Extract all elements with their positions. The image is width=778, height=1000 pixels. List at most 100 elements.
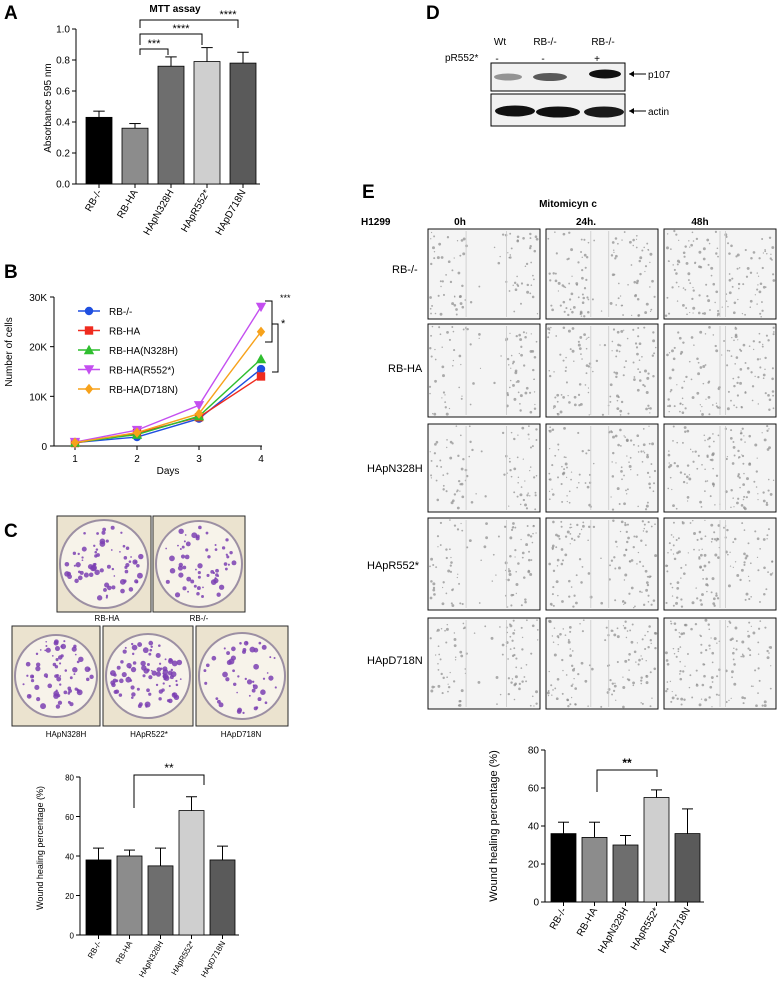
cell-speck xyxy=(702,382,705,385)
point-rbhad718n xyxy=(132,427,142,438)
cell-speck xyxy=(565,456,567,459)
colony xyxy=(205,548,209,552)
cell-speck xyxy=(769,573,773,576)
cell-speck xyxy=(645,674,649,678)
cell-speck xyxy=(739,486,741,489)
cell-speck xyxy=(455,425,458,427)
colony xyxy=(165,547,167,550)
cell-speck xyxy=(510,528,514,531)
cell-speck xyxy=(730,429,733,432)
cell-speck xyxy=(766,656,770,660)
cell-speck xyxy=(560,394,563,396)
cell-speck xyxy=(526,494,529,497)
cell-speck xyxy=(684,288,687,291)
cell-speck xyxy=(772,273,775,276)
cell-speck xyxy=(675,655,678,658)
cell-speck xyxy=(548,374,552,378)
cell-speck xyxy=(634,605,636,608)
cell-speck xyxy=(611,340,614,343)
cell-speck xyxy=(632,546,635,549)
cell-speck xyxy=(676,259,680,263)
cell-speck xyxy=(614,257,617,260)
cell-speck xyxy=(701,312,704,315)
colony xyxy=(164,675,170,681)
cell-speck xyxy=(451,364,454,367)
cell-speck xyxy=(468,539,472,543)
cell-speck xyxy=(442,488,445,491)
cell-speck xyxy=(477,680,481,684)
cell-speck xyxy=(668,542,671,545)
cell-speck xyxy=(632,681,635,685)
colony xyxy=(144,701,151,708)
cell-speck xyxy=(715,693,718,696)
cell-speck xyxy=(608,578,611,581)
cell-speck xyxy=(649,705,652,708)
cell-speck xyxy=(752,348,755,351)
colony xyxy=(63,690,68,695)
series-line-rbhar552 xyxy=(74,306,262,443)
cell-speck xyxy=(696,597,699,600)
cell-speck xyxy=(516,239,519,242)
cell-speck xyxy=(680,632,684,636)
cell-speck xyxy=(734,561,737,563)
colony xyxy=(94,554,98,558)
cell-speck xyxy=(536,639,539,641)
cell-speck xyxy=(732,566,734,568)
cell-speck xyxy=(733,339,735,342)
cell-speck xyxy=(507,692,510,696)
cell-speck xyxy=(768,646,770,648)
cell-speck xyxy=(573,594,576,597)
cell-speck xyxy=(552,641,555,644)
cell-speck xyxy=(758,290,762,294)
cell-speck xyxy=(521,680,524,683)
cell-speck xyxy=(679,402,682,405)
bar-rb xyxy=(85,859,112,936)
blot-band-p107-ko xyxy=(533,73,567,81)
cell-speck xyxy=(765,501,768,504)
cell-speck xyxy=(666,246,669,250)
cell-speck xyxy=(430,459,433,462)
colony xyxy=(120,531,123,534)
cell-speck xyxy=(439,280,442,283)
colony xyxy=(128,587,134,592)
cell-speck xyxy=(623,553,626,557)
cell-speck xyxy=(624,659,628,663)
cell-speck xyxy=(615,355,618,358)
cell-speck xyxy=(552,520,555,524)
cell-speck xyxy=(684,245,687,248)
cell-speck xyxy=(500,355,502,357)
cell-speck xyxy=(434,442,437,446)
cell-speck xyxy=(618,350,621,353)
cell-speck xyxy=(752,340,756,343)
cell-speck xyxy=(439,312,443,316)
cell-speck xyxy=(571,526,573,529)
cell-speck xyxy=(509,536,513,540)
cell-speck xyxy=(577,393,581,396)
cell-speck xyxy=(636,563,638,565)
cell-speck xyxy=(692,451,694,453)
cell-speck xyxy=(469,301,473,304)
cell-speck xyxy=(733,301,737,305)
cell-speck xyxy=(570,586,573,588)
colony xyxy=(216,592,221,597)
cell-speck xyxy=(462,252,466,256)
cell-speck xyxy=(615,304,618,306)
cell-speck xyxy=(568,595,571,598)
x-tick-label: HApD718N xyxy=(199,939,227,979)
colony xyxy=(124,569,129,574)
cell-speck xyxy=(520,604,523,607)
colony xyxy=(239,642,242,645)
cell-speck xyxy=(556,400,559,403)
cell-speck xyxy=(432,563,435,566)
cell-speck xyxy=(522,498,526,502)
y-tick-label: 0.2 xyxy=(56,149,70,160)
cell-speck xyxy=(620,470,623,473)
cell-speck xyxy=(701,463,703,466)
cell-speck xyxy=(682,670,685,673)
cell-speck xyxy=(717,556,720,559)
cell-speck xyxy=(754,669,757,672)
colony xyxy=(86,677,90,682)
colony xyxy=(191,532,198,539)
cell-speck xyxy=(769,646,773,649)
cell-speck xyxy=(723,339,726,342)
